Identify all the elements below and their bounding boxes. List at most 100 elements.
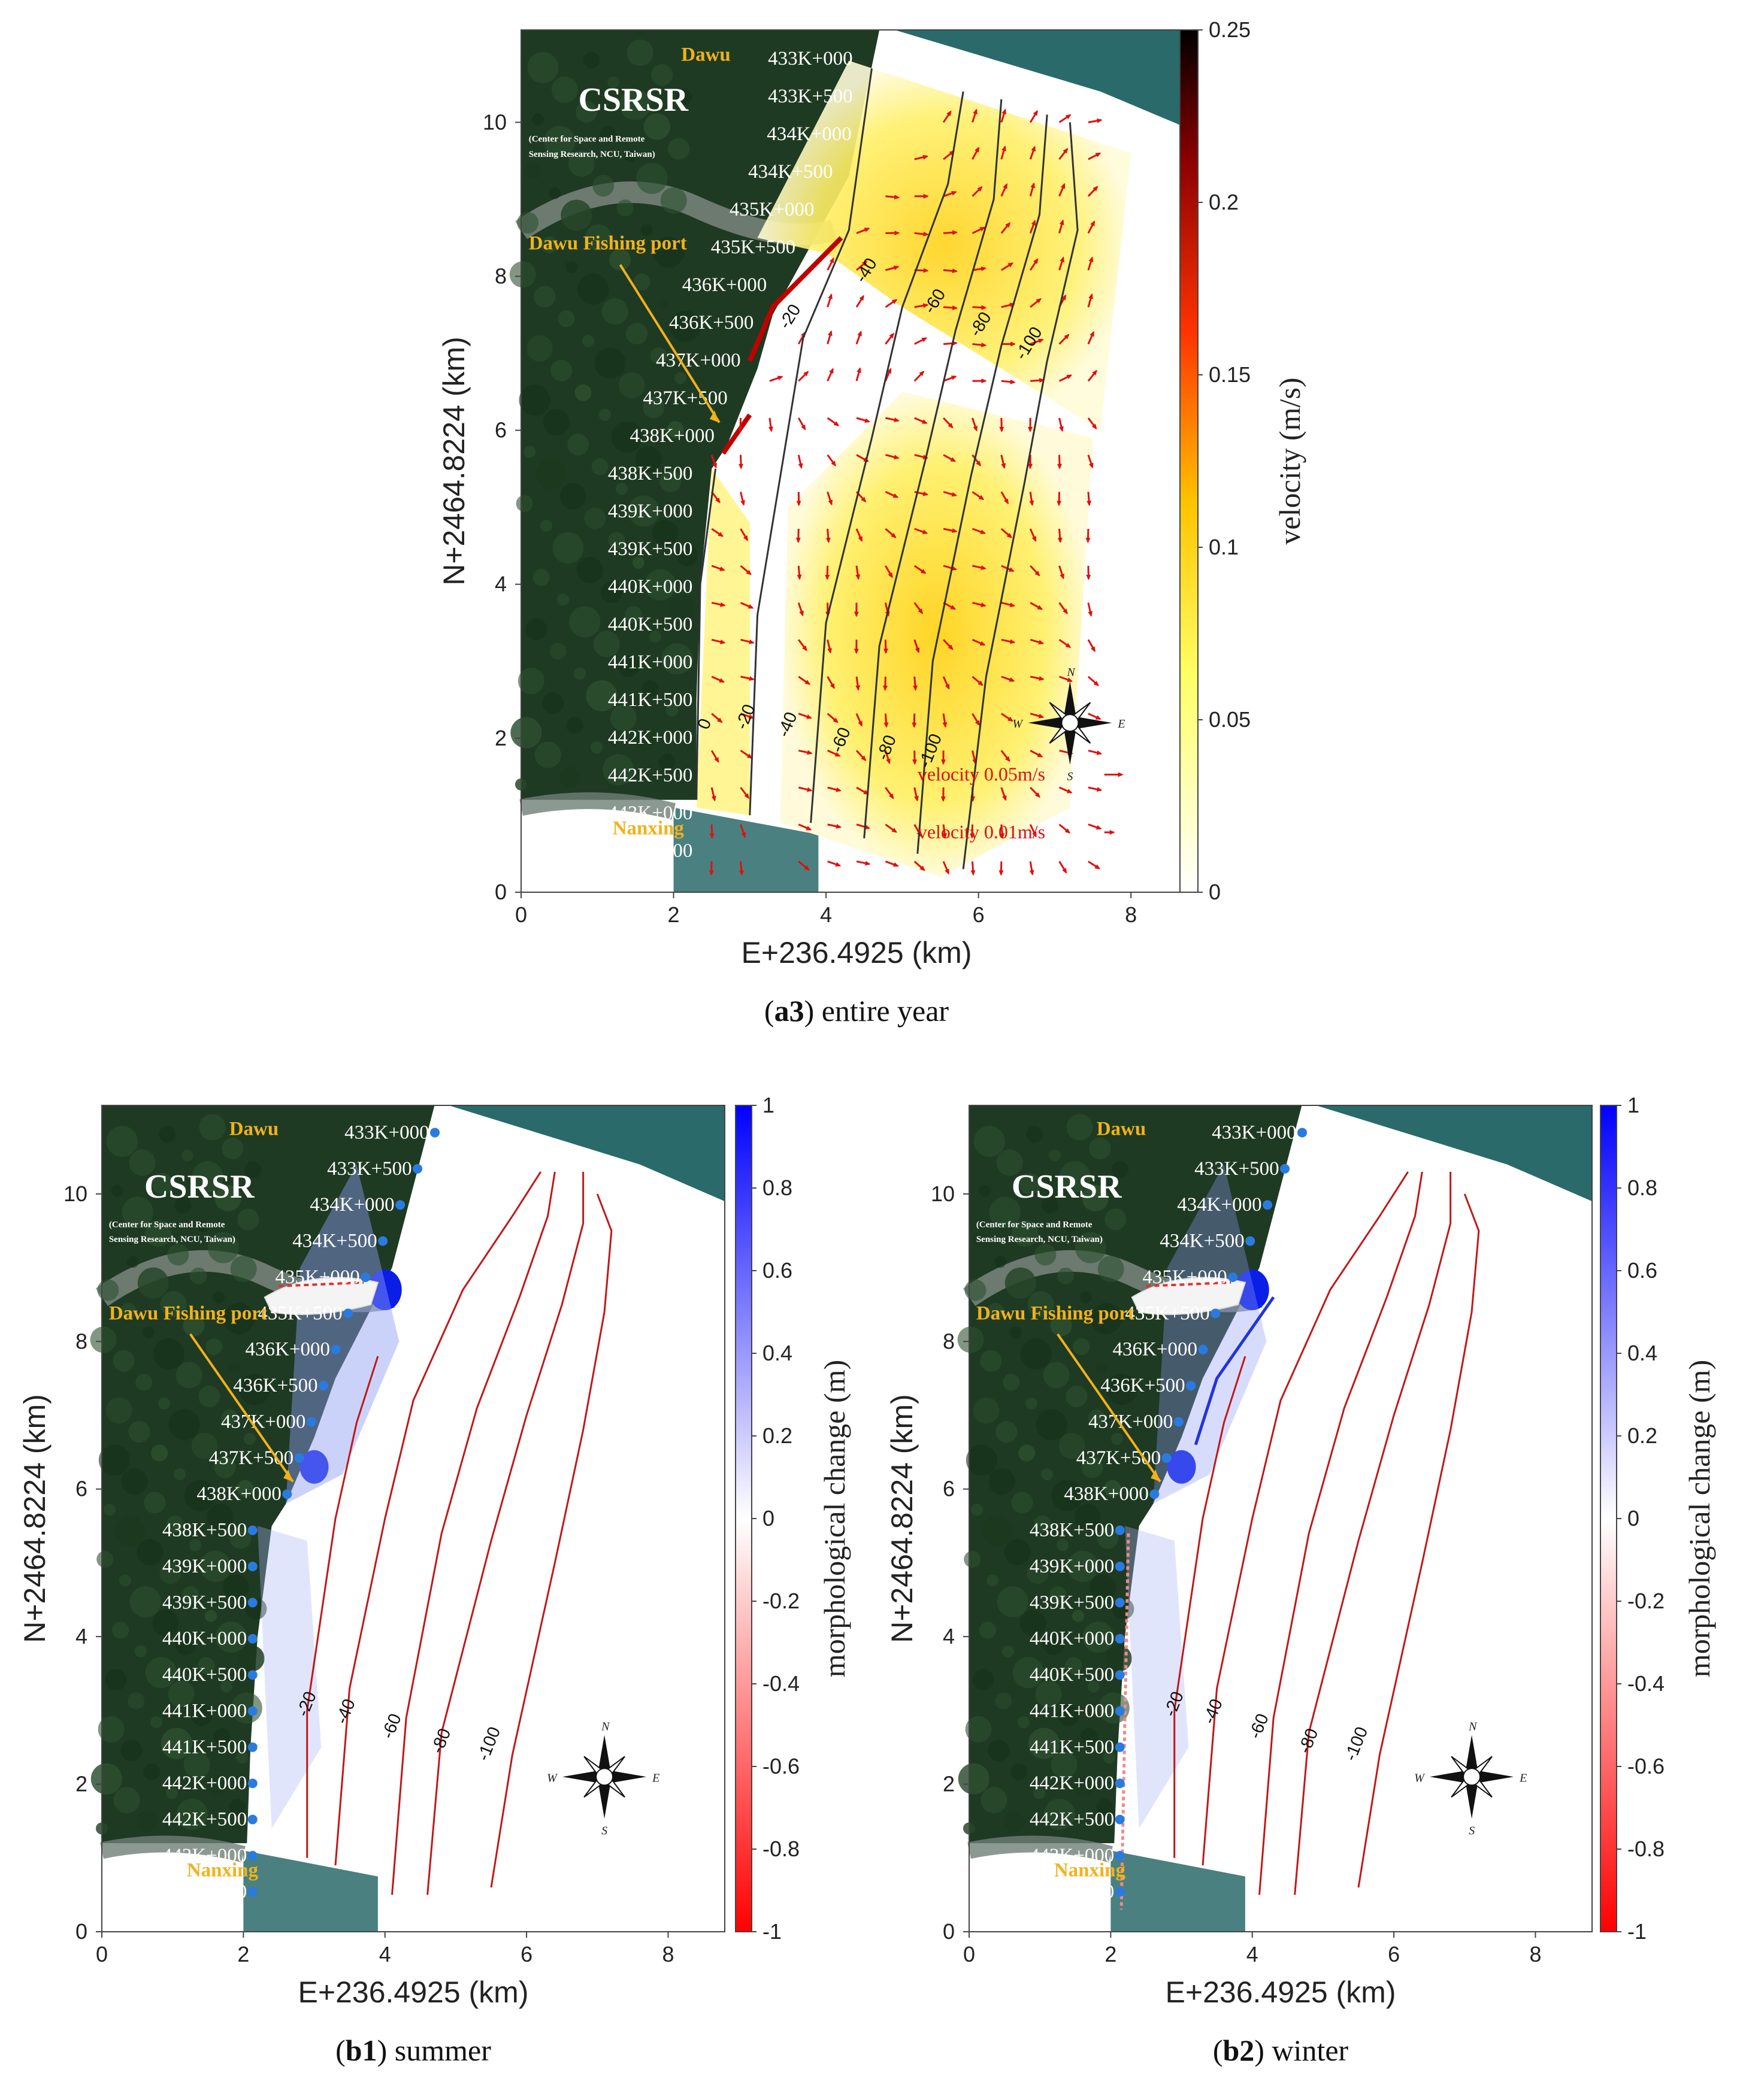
velocity-field-south bbox=[780, 392, 1093, 877]
terrain-texture bbox=[90, 1326, 117, 1353]
velocity-vector bbox=[1000, 108, 1007, 123]
terrain-texture bbox=[964, 1551, 981, 1568]
terrain-texture bbox=[1004, 1539, 1031, 1566]
deposition-blob bbox=[368, 1269, 402, 1311]
velocity-vector bbox=[1087, 256, 1094, 271]
station-marker bbox=[1115, 1814, 1125, 1825]
velocity-vector bbox=[1087, 492, 1092, 507]
x-tick-label: 2 bbox=[1104, 1942, 1116, 1966]
terrain-texture bbox=[610, 704, 637, 731]
y-tick-label: 6 bbox=[75, 1477, 87, 1501]
velocity-vector bbox=[1086, 565, 1091, 580]
terrain-texture bbox=[624, 150, 636, 162]
terrain-texture bbox=[105, 1397, 132, 1424]
terrain-texture bbox=[161, 1728, 192, 1759]
x-tick-label: 0 bbox=[96, 1942, 108, 1966]
terrain-texture bbox=[1051, 1480, 1083, 1511]
terrain-texture bbox=[675, 89, 692, 106]
velocity-vector bbox=[971, 750, 977, 765]
velocity-vector bbox=[1057, 529, 1063, 544]
bathymetry-contour bbox=[306, 1356, 379, 1858]
station-marker bbox=[1245, 1236, 1255, 1246]
terrain-texture bbox=[175, 1633, 197, 1655]
velocity-vector bbox=[711, 675, 725, 683]
velocity-vector bbox=[1000, 787, 1007, 801]
velocity-vector bbox=[827, 639, 832, 654]
station-marker bbox=[1115, 1850, 1125, 1860]
terrain-texture bbox=[191, 1432, 218, 1459]
bathymetry-contour bbox=[1173, 1356, 1246, 1858]
terrain-texture bbox=[979, 1622, 997, 1639]
terrain-texture bbox=[113, 1787, 140, 1814]
colorbar-tick-label: 0.2 bbox=[1209, 190, 1239, 214]
terrain-texture bbox=[1057, 1267, 1075, 1284]
terrain-texture bbox=[1019, 1173, 1041, 1195]
terrain-texture bbox=[96, 1551, 114, 1568]
place-label-dawu: Dawu bbox=[229, 1118, 279, 1140]
velocity-field-north bbox=[757, 60, 1131, 431]
port-pointer bbox=[619, 264, 721, 423]
velocity-vector bbox=[1088, 749, 1103, 755]
terrain-texture bbox=[1088, 1680, 1100, 1693]
velocity-vector bbox=[795, 529, 801, 544]
terrain-texture bbox=[1043, 1362, 1070, 1389]
terrain-texture bbox=[636, 162, 668, 194]
terrain-texture bbox=[1097, 1256, 1124, 1283]
terrain-texture bbox=[1066, 1114, 1093, 1141]
terrain-texture bbox=[1020, 1338, 1052, 1369]
caption-paren: ) bbox=[804, 994, 822, 1028]
station-marker bbox=[1115, 1598, 1125, 1608]
terrain-texture bbox=[1067, 1550, 1099, 1582]
terrain-texture bbox=[174, 1196, 192, 1214]
terrain-texture bbox=[1049, 1586, 1067, 1604]
station-marker bbox=[378, 1236, 388, 1246]
velocity-vector bbox=[1001, 675, 1015, 682]
station-marker bbox=[1149, 1489, 1160, 1499]
terrain-texture bbox=[214, 1456, 236, 1478]
station-label: 442K+000 bbox=[162, 1772, 247, 1794]
velocity-vector bbox=[1000, 713, 1013, 722]
terrain-texture bbox=[658, 298, 670, 310]
bathymetry-contour bbox=[962, 122, 1079, 869]
station-label: 441K+500 bbox=[1030, 1737, 1114, 1758]
terrain-texture bbox=[577, 274, 609, 305]
velocity-vector bbox=[1087, 639, 1096, 653]
erosion-strip bbox=[1146, 1281, 1231, 1287]
terrain-texture bbox=[540, 520, 552, 532]
terrain-texture bbox=[593, 631, 620, 657]
velocity-vector bbox=[1001, 602, 1016, 608]
deposition-blob bbox=[299, 1450, 329, 1484]
velocity-vector bbox=[972, 675, 984, 686]
terrain-texture bbox=[618, 372, 645, 399]
colorbar-tick-label: 0 bbox=[1627, 1506, 1639, 1531]
velocity-vector bbox=[796, 492, 801, 507]
velocity-vector bbox=[885, 787, 894, 799]
terrain-texture bbox=[634, 729, 656, 751]
station-label: 434K+000 bbox=[1177, 1194, 1261, 1216]
station-marker bbox=[1115, 1887, 1125, 1897]
colorbar-tick-label: -0.4 bbox=[1627, 1671, 1665, 1696]
station-label: 436K+500 bbox=[1100, 1375, 1185, 1396]
compass-label-s: S bbox=[601, 1824, 607, 1837]
station-marker bbox=[1115, 1778, 1125, 1789]
velocity-vector bbox=[972, 186, 983, 197]
station-marker bbox=[1211, 1308, 1221, 1319]
terrain-texture bbox=[576, 101, 598, 123]
velocity-vector bbox=[1029, 146, 1036, 160]
station-marker bbox=[247, 1706, 258, 1716]
terrain-texture bbox=[652, 520, 679, 547]
velocity-vector bbox=[711, 528, 724, 537]
place-label-dawu: Dawu bbox=[681, 44, 731, 65]
terrain-texture bbox=[98, 1444, 130, 1476]
terrain-texture bbox=[509, 261, 536, 288]
velocity-vector bbox=[856, 823, 871, 829]
velocity-vector bbox=[1029, 528, 1037, 543]
high-speed-strip bbox=[721, 413, 752, 455]
velocity-vector bbox=[943, 565, 958, 571]
velocity-vector bbox=[1058, 114, 1072, 123]
station-label: 433K+000 bbox=[344, 1122, 429, 1143]
terrain-texture bbox=[1096, 1799, 1113, 1816]
terrain-texture bbox=[958, 1763, 989, 1795]
port-pointer bbox=[189, 1333, 294, 1483]
terrain-texture bbox=[966, 1444, 997, 1476]
